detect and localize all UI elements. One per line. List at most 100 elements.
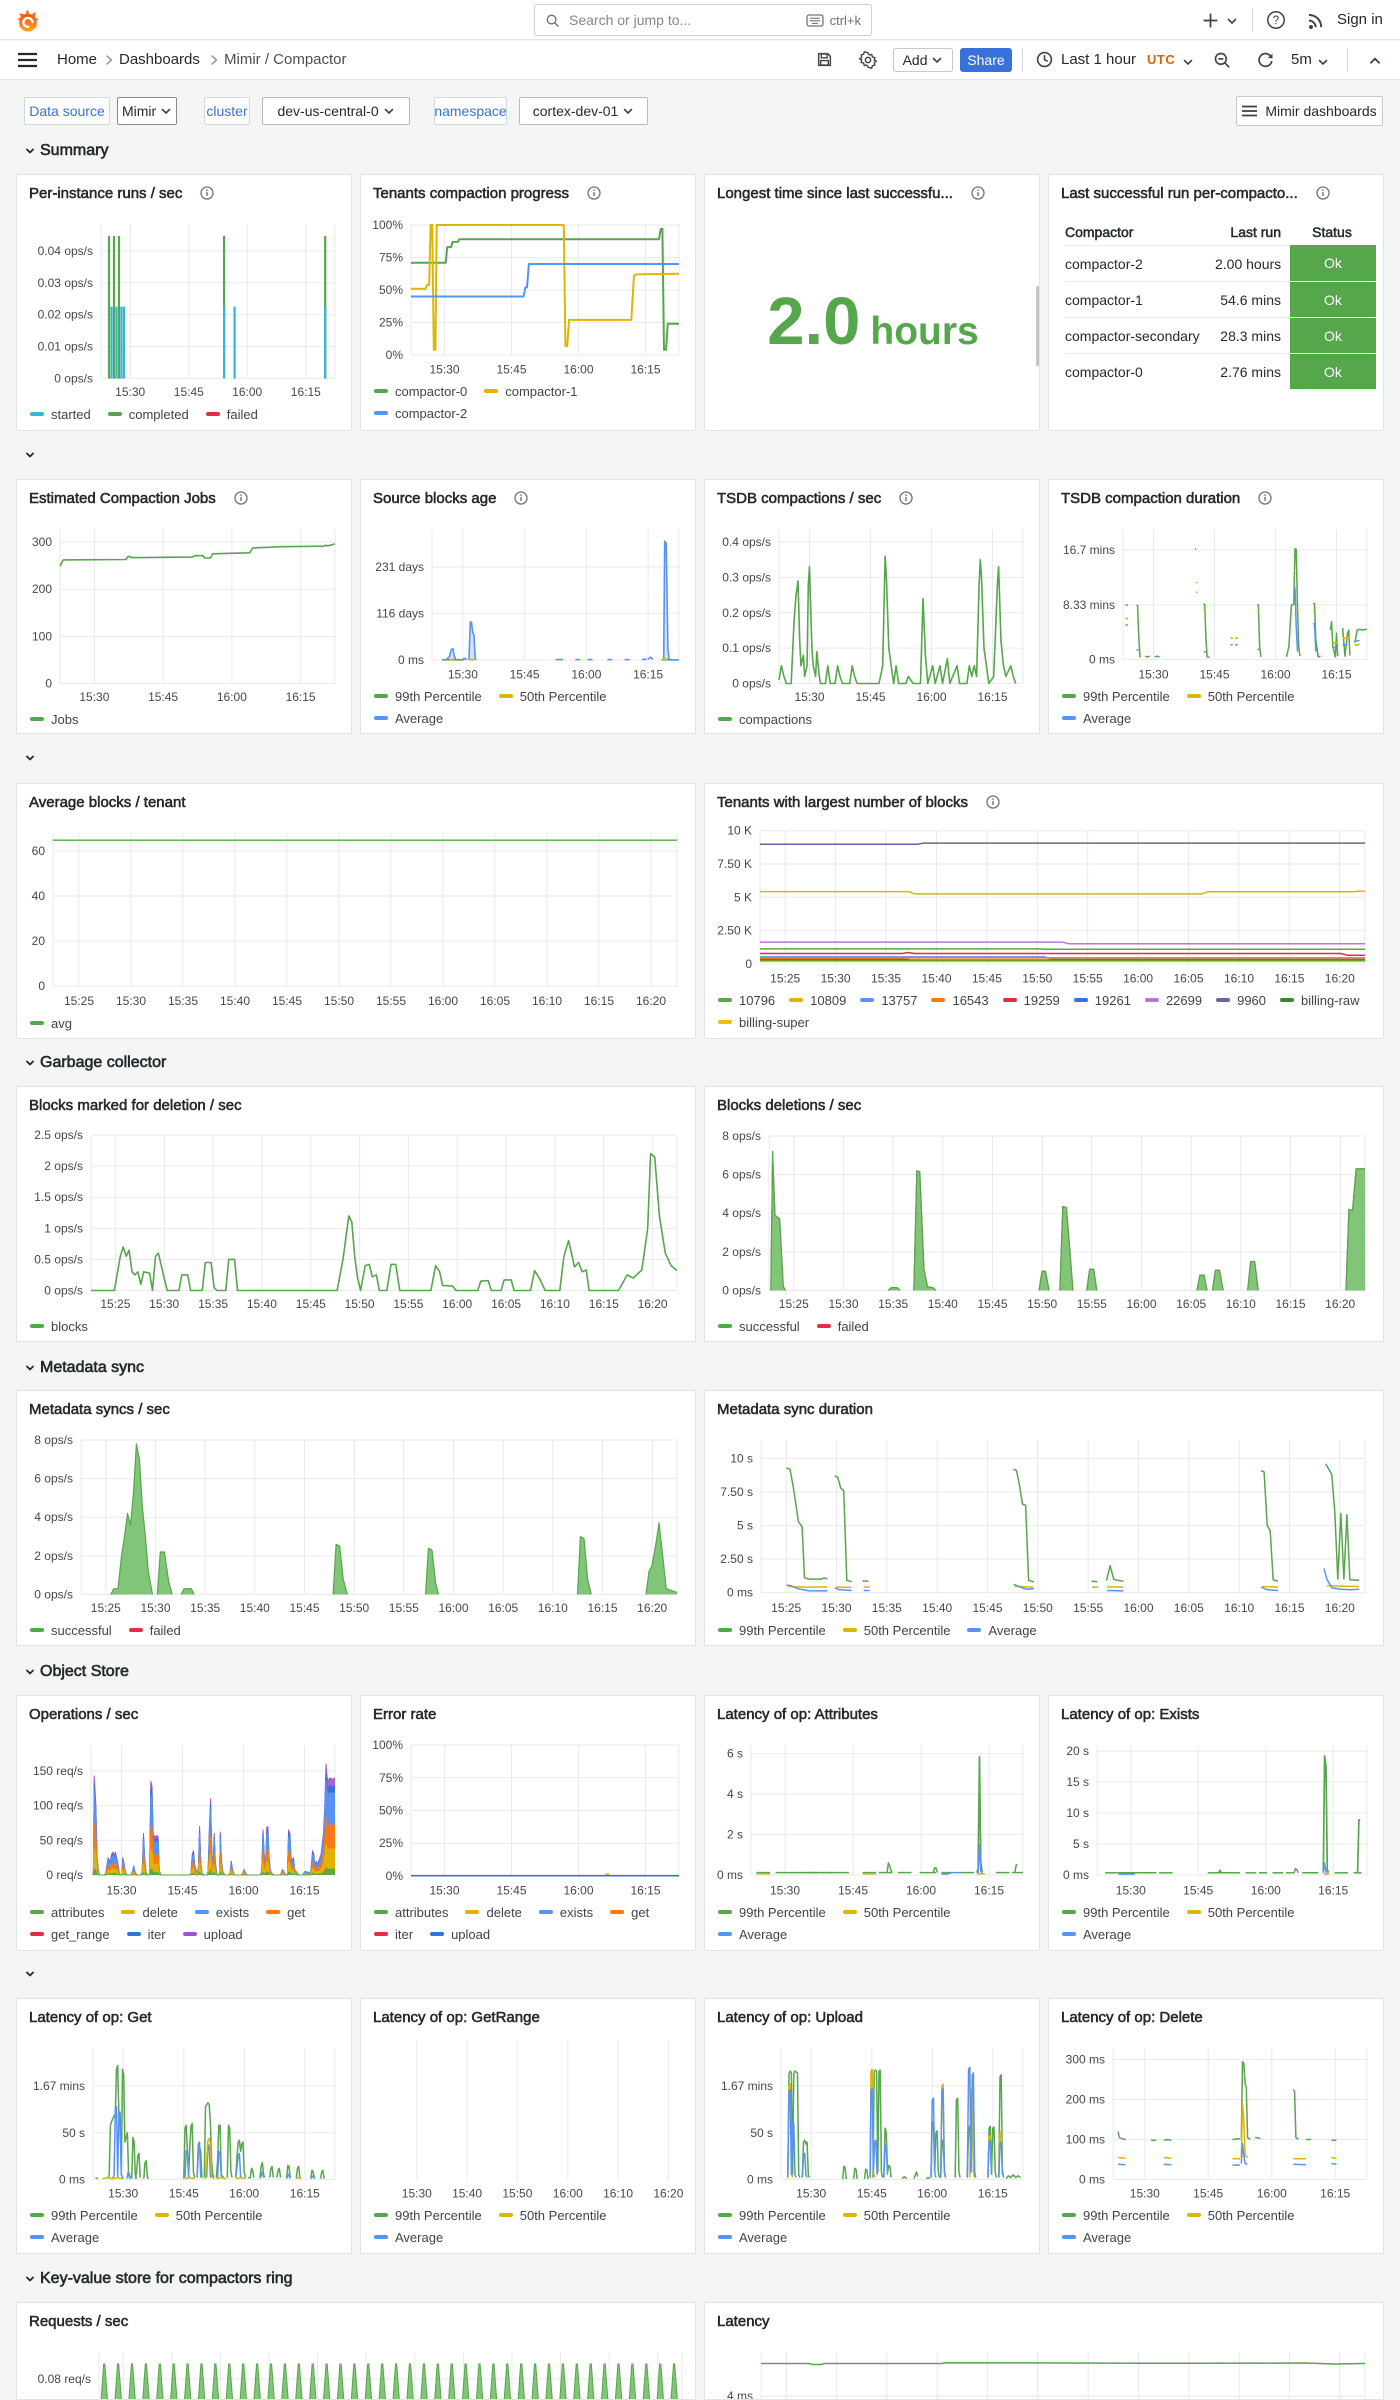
svg-text:0.08 req/s: 0.08 req/s (38, 2372, 91, 2386)
svg-text:15:25: 15:25 (770, 972, 800, 986)
svg-text:75%: 75% (379, 1771, 403, 1785)
svg-text:231 days: 231 days (375, 560, 424, 574)
svg-text:16:00: 16:00 (217, 690, 247, 704)
svg-text:16:15: 16:15 (974, 1884, 1004, 1898)
svg-text:16:15: 16:15 (1274, 972, 1304, 986)
svg-text:0 ms: 0 ms (727, 1586, 753, 1600)
svg-text:15:55: 15:55 (1073, 1601, 1103, 1615)
svg-text:15:50: 15:50 (1022, 972, 1052, 986)
svg-text:15:30: 15:30 (828, 1297, 858, 1311)
svg-text:0.5 ops/s: 0.5 ops/s (34, 1252, 83, 1266)
svg-text:300: 300 (32, 535, 52, 549)
svg-text:15:55: 15:55 (393, 1297, 423, 1311)
svg-text:15:50: 15:50 (502, 2187, 532, 2201)
svg-text:15:40: 15:40 (921, 972, 951, 986)
svg-text:15:45: 15:45 (510, 668, 540, 682)
svg-text:2 ops/s: 2 ops/s (44, 1159, 83, 1173)
svg-text:16:15: 16:15 (1320, 2187, 1350, 2201)
svg-text:15:45: 15:45 (838, 1884, 868, 1898)
svg-text:15:40: 15:40 (922, 1601, 952, 1615)
svg-text:40: 40 (32, 889, 46, 903)
svg-text:16:00: 16:00 (1123, 972, 1153, 986)
svg-text:50%: 50% (379, 283, 403, 297)
svg-text:15:45: 15:45 (857, 2187, 887, 2201)
svg-text:16:00: 16:00 (1260, 668, 1290, 682)
svg-text:16:05: 16:05 (491, 1297, 521, 1311)
svg-text:16:10: 16:10 (1224, 972, 1254, 986)
svg-text:15:35: 15:35 (198, 1297, 228, 1311)
svg-text:15:30: 15:30 (821, 972, 851, 986)
svg-text:2 s: 2 s (727, 1828, 743, 1842)
svg-text:15:30: 15:30 (1116, 1884, 1146, 1898)
svg-text:16:15: 16:15 (286, 690, 316, 704)
svg-text:15:45: 15:45 (1193, 2187, 1223, 2201)
svg-text:16:00: 16:00 (428, 994, 458, 1008)
svg-text:16:05: 16:05 (1176, 1297, 1206, 1311)
svg-text:16:10: 16:10 (540, 1297, 570, 1311)
svg-text:16:00: 16:00 (571, 668, 601, 682)
svg-text:0%: 0% (386, 1869, 404, 1883)
svg-text:16:10: 16:10 (538, 1601, 568, 1615)
svg-text:15:25: 15:25 (779, 1297, 809, 1311)
svg-text:0: 0 (745, 957, 752, 971)
svg-text:2.50 s: 2.50 s (720, 1552, 753, 1566)
svg-text:50 s: 50 s (750, 2126, 773, 2140)
svg-text:300 ms: 300 ms (1066, 2053, 1105, 2067)
svg-text:15:30: 15:30 (106, 1884, 136, 1898)
svg-text:116 days: 116 days (376, 606, 424, 620)
svg-text:15:30: 15:30 (79, 690, 109, 704)
svg-text:1 ops/s: 1 ops/s (44, 1221, 83, 1235)
svg-text:16:05: 16:05 (480, 994, 510, 1008)
svg-text:6 ops/s: 6 ops/s (34, 1472, 73, 1486)
svg-text:0 ms: 0 ms (398, 653, 424, 667)
svg-text:16:05: 16:05 (1173, 972, 1203, 986)
svg-text:15:45: 15:45 (1183, 1884, 1213, 1898)
svg-text:15:30: 15:30 (140, 1601, 170, 1615)
svg-text:25%: 25% (379, 1836, 403, 1850)
svg-text:5 s: 5 s (737, 1519, 753, 1533)
svg-text:15:35: 15:35 (878, 1297, 908, 1311)
svg-text:16:15: 16:15 (289, 1884, 319, 1898)
svg-text:15:30: 15:30 (821, 1601, 851, 1615)
svg-text:16:15: 16:15 (584, 994, 614, 1008)
svg-text:0%: 0% (386, 348, 404, 362)
svg-text:0.02 ops/s: 0.02 ops/s (38, 308, 93, 322)
svg-text:16:15: 16:15 (1318, 1884, 1348, 1898)
svg-text:4 ops/s: 4 ops/s (722, 1206, 761, 1220)
svg-text:0 req/s: 0 req/s (46, 1868, 83, 1882)
svg-text:15:50: 15:50 (339, 1601, 369, 1615)
svg-text:15:30: 15:30 (429, 363, 459, 377)
svg-text:15:30: 15:30 (448, 668, 478, 682)
svg-text:0 ms: 0 ms (1063, 1868, 1089, 1882)
svg-text:0 ms: 0 ms (1079, 2173, 1105, 2187)
svg-text:16:00: 16:00 (438, 1601, 468, 1615)
svg-text:16:20: 16:20 (636, 994, 666, 1008)
svg-text:50%: 50% (379, 1804, 403, 1818)
svg-text:15:30: 15:30 (115, 385, 145, 399)
svg-text:15:30: 15:30 (770, 1884, 800, 1898)
svg-text:16:00: 16:00 (442, 1297, 472, 1311)
svg-text:1.5 ops/s: 1.5 ops/s (34, 1190, 83, 1204)
svg-text:7.50 s: 7.50 s (720, 1485, 753, 1499)
svg-text:16:20: 16:20 (1325, 1601, 1355, 1615)
svg-text:100%: 100% (372, 1738, 403, 1752)
svg-text:16:00: 16:00 (1257, 2187, 1287, 2201)
svg-text:16:20: 16:20 (637, 1601, 667, 1615)
svg-text:0 ops/s: 0 ops/s (44, 1284, 83, 1298)
svg-text:16:00: 16:00 (229, 2187, 259, 2201)
svg-text:15:35: 15:35 (871, 972, 901, 986)
svg-text:16:15: 16:15 (1275, 1297, 1305, 1311)
svg-text:16:00: 16:00 (563, 363, 593, 377)
svg-text:15:30: 15:30 (402, 2187, 432, 2201)
svg-text:150 req/s: 150 req/s (33, 1764, 83, 1778)
svg-text:0.01 ops/s: 0.01 ops/s (38, 340, 93, 354)
svg-text:16:15: 16:15 (633, 668, 663, 682)
svg-text:15:55: 15:55 (389, 1601, 419, 1615)
svg-text:15:25: 15:25 (771, 1601, 801, 1615)
svg-text:16:15: 16:15 (1321, 668, 1351, 682)
svg-text:15:55: 15:55 (1073, 972, 1103, 986)
svg-text:16:15: 16:15 (587, 1601, 617, 1615)
svg-text:200 ms: 200 ms (1066, 2093, 1105, 2107)
svg-text:200: 200 (32, 582, 52, 596)
svg-text:15:25: 15:25 (100, 1297, 130, 1311)
